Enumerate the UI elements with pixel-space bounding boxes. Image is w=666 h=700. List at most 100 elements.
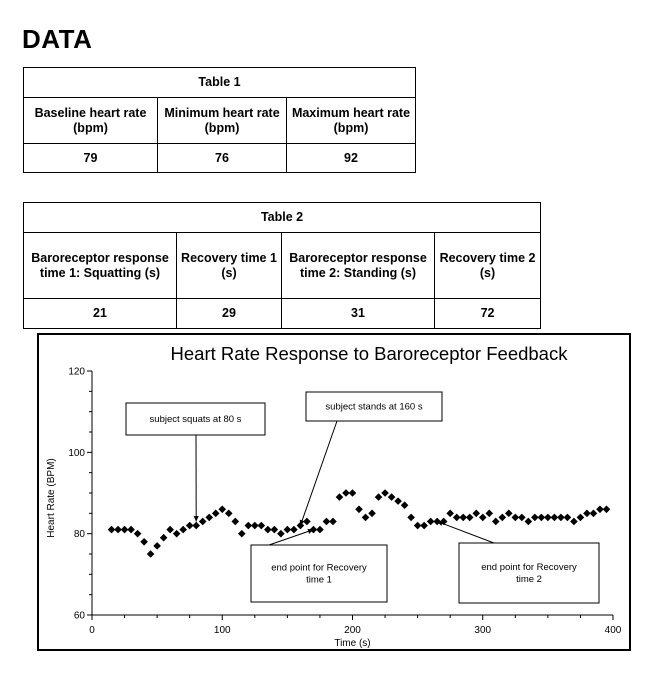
data-point [531,513,539,522]
data-point [205,513,214,522]
data-point [127,525,135,534]
data-point [511,513,520,522]
y-tick-label: 100 [68,448,85,459]
annotation-recovery-1-label: end point for Recovery [271,563,367,574]
annotation-recovery-2-arrowhead [437,520,444,526]
data-point [146,550,155,558]
table-2-header-recovery-time-1: Recovery time 1 (s) [176,232,282,299]
data-point [387,493,396,501]
annotation-recovery-2-pointer [436,520,495,544]
annotation-stands-arrowhead [299,519,305,526]
data-point [355,505,363,514]
data-point [316,525,324,534]
y-tick-label: 120 [68,367,85,378]
data-point [498,513,507,522]
annotation-stands-label: subject stands at 160 s [325,402,422,413]
data-point [413,521,422,530]
data-point [244,521,253,530]
data-point [120,525,129,534]
data-point [322,517,331,526]
annotation-recovery-2-label: time 2 [516,574,542,585]
data-point [237,529,246,538]
table-2-value-response-time-1: 21 [23,298,177,329]
heart-rate-chart: Heart Rate Response to Baroreceptor Feed… [46,343,622,649]
data-point [211,509,220,518]
data-point [446,509,454,518]
data-point [231,517,240,526]
x-tick-label: 300 [474,625,491,636]
annotation-squats-box [125,402,266,436]
table-2-value-recovery-time-1: 29 [176,298,282,329]
annotation-stands-pointer [299,420,338,526]
table-2-header-recovery-time-2: Recovery time 2 (s) [433,232,542,299]
data-point [277,529,285,538]
annotation-squats-label: subject squats at 80 s [150,414,242,425]
data-point [257,521,266,530]
table-1-header-maximum: Maximum heart rate (bpm) [286,97,416,144]
data-point [459,513,468,522]
data-point [557,513,565,522]
data-point [140,538,148,546]
data-point [309,525,318,534]
annotation-recovery-2-box [458,542,600,604]
data-point [524,517,533,526]
data-point [368,509,376,518]
data-point [329,517,337,526]
data-point [563,513,572,522]
data-point [544,513,552,522]
data-point [185,521,194,530]
data-point [537,513,546,522]
data-point [290,525,298,534]
data-point [465,513,474,522]
data-point [576,513,585,522]
data-point [452,513,461,522]
data-point [114,525,122,534]
data-point [348,489,357,497]
table-2-caption: Table 2 [22,202,542,233]
y-axis-label: Heart Rate (BPM) [46,458,57,537]
data-point [505,509,513,518]
data-point [550,513,559,522]
data-point [159,533,168,542]
data-point [589,509,598,518]
table-2-value-response-time-2: 31 [281,298,435,329]
data-point [400,501,409,509]
annotation-stands-box [305,391,443,422]
data-point [335,493,344,501]
data-point [394,497,402,505]
data-point [192,521,200,530]
chart-frame: Heart Rate Response to Baroreceptor Feed… [37,333,631,651]
data-point [270,525,279,534]
table-2-header-response-time-1: Baroreceptor response time 1: Squatting … [23,232,177,299]
x-axis-label: Time (s) [334,638,370,649]
data-point [491,517,500,526]
annotation-recovery-1-box [250,544,388,603]
table-1-header-minimum: Minimum heart rate (bpm) [157,97,287,144]
data-point [224,509,233,518]
data-point [426,517,435,526]
data-point [407,513,415,522]
x-tick-label: 0 [89,625,95,636]
y-tick-label: 80 [74,529,86,540]
data-point [602,505,611,514]
data-point [361,513,370,522]
data-point [478,513,487,522]
data-point [179,525,187,534]
annotation-recovery-1-arrowhead [307,528,314,534]
chart-title: Heart Rate Response to Baroreceptor Feed… [171,343,569,364]
data-point [107,525,116,534]
table-1: Table 1 Baseline heart rate (bpm) Minimu… [23,67,416,173]
data-point [374,493,383,501]
data-point [472,509,481,518]
data-point [133,529,142,538]
x-tick-label: 400 [605,625,622,636]
data-point [570,517,578,526]
data-point [166,525,174,534]
table-1-caption: Table 1 [23,67,416,98]
x-tick-label: 200 [344,625,361,636]
data-point [172,529,181,538]
annotation-recovery-2-label: end point for Recovery [481,562,577,573]
table-1-value-baseline: 79 [23,143,158,173]
data-point [198,517,207,526]
data-point [583,509,591,518]
